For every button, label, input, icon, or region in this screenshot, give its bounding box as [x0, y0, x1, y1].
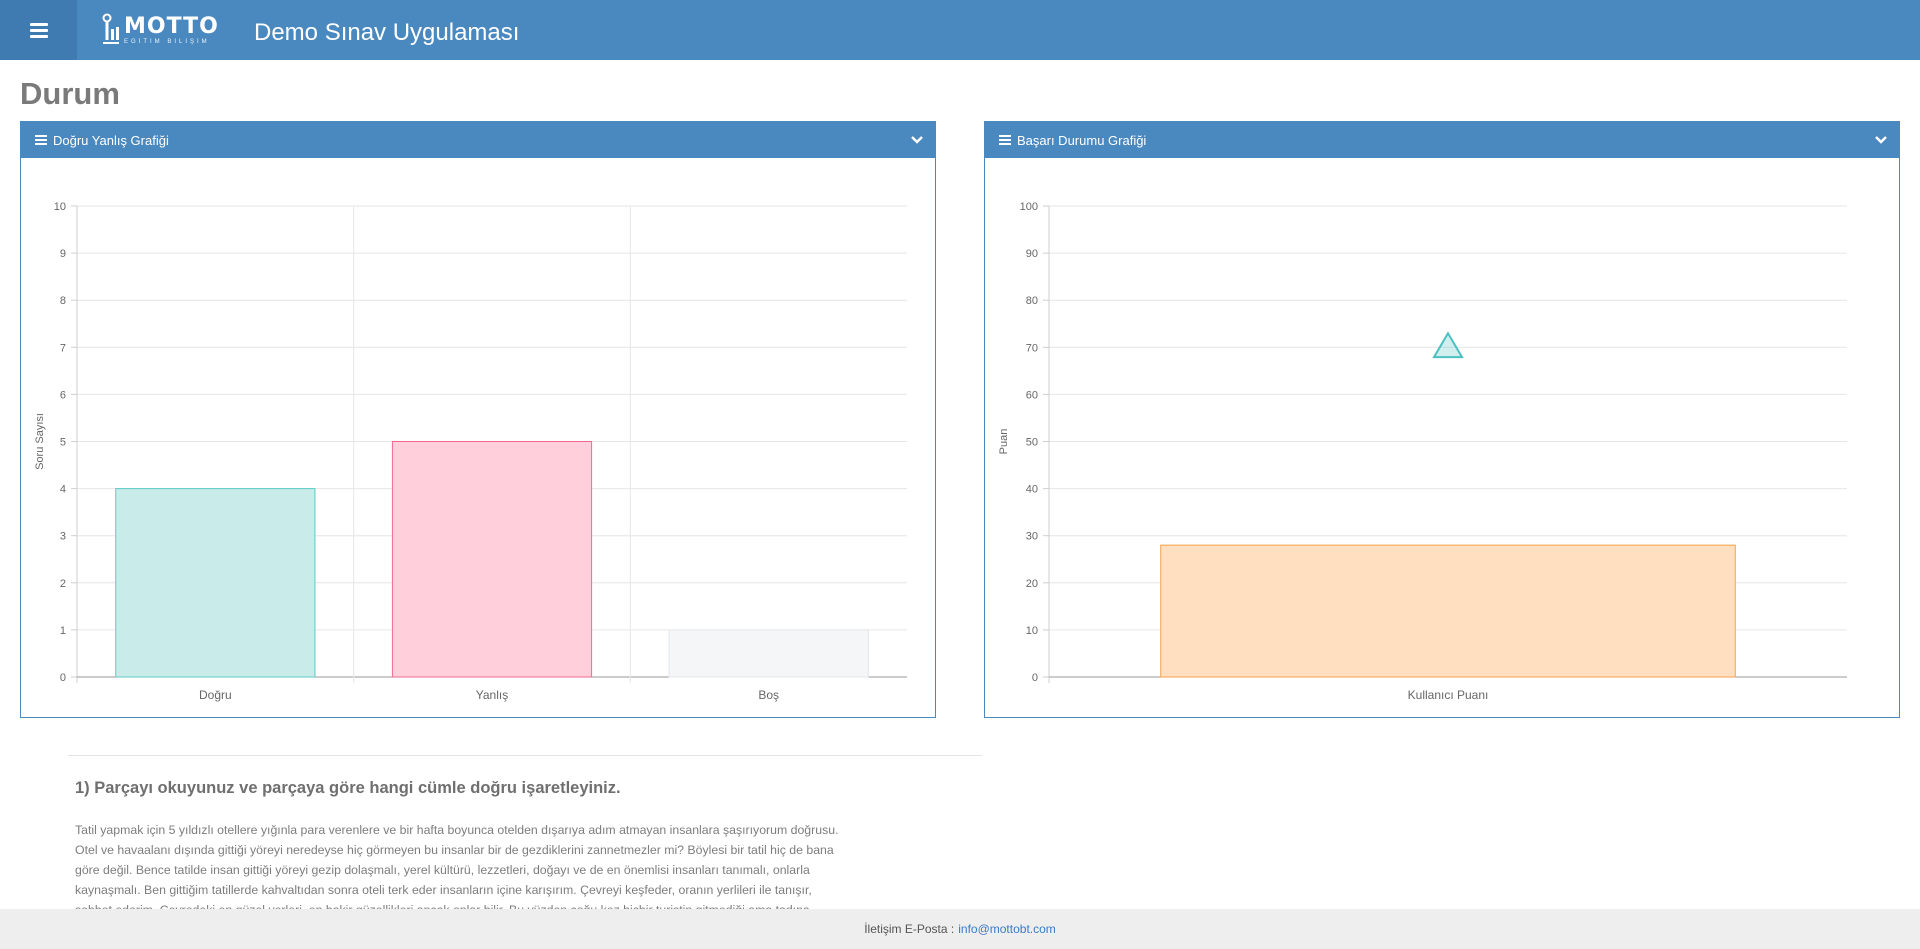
- bar-1: [115, 488, 316, 678]
- panel-title: Başarı Durumu Grafiği: [1017, 132, 1147, 148]
- y-tick-label: 100: [1020, 201, 1038, 213]
- chevron-down-icon[interactable]: [909, 132, 925, 148]
- y-tick-label: 0: [1032, 672, 1038, 684]
- success-score-chart: 0 10 20 30 40 50 60 70 80 90 100 Puan Kullanıcı Puan…: [998, 201, 1847, 702]
- section-divider: [68, 755, 982, 756]
- menu-button[interactable]: [0, 0, 77, 60]
- correct-wrong-chart-panel: Doğru Yanlış Grafiği 0 1 2 3 4 5 6 7 8 9 10 Soru Sa…: [20, 121, 936, 718]
- y-tick-label: 60: [1026, 389, 1038, 401]
- x-tick-label: Boş: [758, 688, 779, 702]
- hamburger-icon: [29, 20, 48, 41]
- y-tick-label: 30: [1026, 531, 1038, 543]
- app-title: Demo Sınav Uygulaması: [254, 19, 520, 46]
- y-tick-label: 9: [60, 248, 66, 260]
- panel-title: Doğru Yanlış Grafiği: [53, 132, 169, 148]
- logo-tagline: EĞİTİM BİLİŞİM: [124, 38, 210, 45]
- y-tick-label: 6: [60, 389, 66, 401]
- chevron-down-icon[interactable]: [1873, 132, 1889, 148]
- correct-wrong-bar-chart: 0 1 2 3 4 5 6 7 8 9 10 Soru Sayısı Doğru Yanlış Boş: [34, 201, 907, 702]
- logo-wordmark: MOTTO: [124, 13, 219, 39]
- y-axis-label: Soru Sayısı: [34, 413, 46, 470]
- footer-label: İletişim E-Posta :: [864, 922, 955, 936]
- y-tick-label: 10: [1026, 625, 1038, 637]
- logo-mark-icon: [102, 13, 119, 44]
- panel-header[interactable]: Başarı Durumu Grafiği: [985, 122, 1899, 158]
- y-tick-label: 20: [1026, 578, 1038, 590]
- y-tick-label: 2: [60, 578, 66, 590]
- y-tick-label: 70: [1026, 342, 1038, 354]
- y-tick-label: 40: [1026, 484, 1038, 496]
- logo-text: MOTTO EĞİTİM BİLİŞİM: [124, 13, 219, 45]
- page-title: Durum: [20, 76, 120, 111]
- passage-line: Otel ve havaalanı dışında gittiği yöreyi…: [75, 843, 834, 857]
- y-axis-label: Puan: [998, 429, 1010, 455]
- y-tick-label: 0: [60, 672, 66, 684]
- y-tick-label: 3: [60, 531, 66, 543]
- question-passage: Tatil yapmak için 5 yıldızlı otellere yı…: [75, 820, 885, 920]
- passage-line: Tatil yapmak için 5 yıldızlı otellere yı…: [75, 823, 839, 837]
- bar-1: [1160, 544, 1736, 678]
- y-tick-label: 5: [60, 437, 66, 449]
- y-tick-label: 7: [60, 342, 66, 354]
- footer-email-link[interactable]: info@mottobt.com: [958, 922, 1056, 936]
- question-title: 1) Parçayı okuyunuz ve parçaya göre hang…: [75, 779, 621, 797]
- passage-line: kaynaşmalı. Ben gittiğim tatillerde kahv…: [75, 883, 812, 897]
- footer: İletişim E-Posta : info@mottobt.com: [0, 909, 1920, 949]
- success-status-chart-panel: Başarı Durumu Grafiği 0 10 20 30 40 50 60 70 80 9…: [984, 121, 1900, 718]
- motto-logo[interactable]: MOTTO EĞİTİM BİLİŞİM: [100, 12, 219, 48]
- y-tick-label: 50: [1026, 437, 1038, 449]
- y-tick-label: 8: [60, 295, 66, 307]
- passage-line: göre değil. Bence tatilde insan gittiği …: [75, 863, 810, 877]
- y-tick-label: 80: [1026, 295, 1038, 307]
- y-tick-label: 4: [60, 484, 66, 496]
- list-icon: [35, 133, 47, 147]
- y-tick-label: 90: [1026, 248, 1038, 260]
- y-tick-label: 10: [54, 201, 66, 213]
- x-tick-label: Kullanıcı Puanı: [1408, 688, 1489, 702]
- x-tick-label: Yanlış: [476, 688, 508, 702]
- top-navbar: MOTTO EĞİTİM BİLİŞİM Demo Sınav Uygulama…: [0, 0, 1920, 60]
- x-tick-label: Doğru: [199, 688, 232, 702]
- panel-header[interactable]: Doğru Yanlış Grafiği: [21, 122, 935, 158]
- bar-2: [391, 441, 593, 678]
- score-marker-triangle: [1432, 331, 1464, 359]
- y-tick-label: 1: [60, 625, 66, 637]
- bar-3: [668, 629, 869, 678]
- list-icon: [999, 133, 1011, 147]
